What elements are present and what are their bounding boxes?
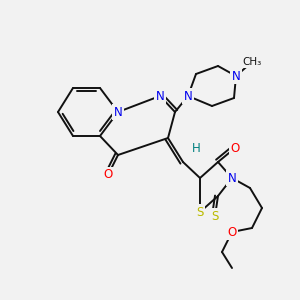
Text: S: S — [196, 206, 204, 218]
Text: N: N — [228, 172, 236, 184]
Text: CH₃: CH₃ — [242, 57, 262, 67]
Text: S: S — [211, 209, 219, 223]
Text: N: N — [184, 89, 192, 103]
Text: O: O — [230, 142, 240, 154]
Text: O: O — [103, 169, 112, 182]
Text: N: N — [156, 89, 164, 103]
Text: O: O — [227, 226, 237, 238]
Text: H: H — [192, 142, 200, 154]
Text: N: N — [114, 106, 122, 118]
Text: N: N — [232, 70, 240, 83]
